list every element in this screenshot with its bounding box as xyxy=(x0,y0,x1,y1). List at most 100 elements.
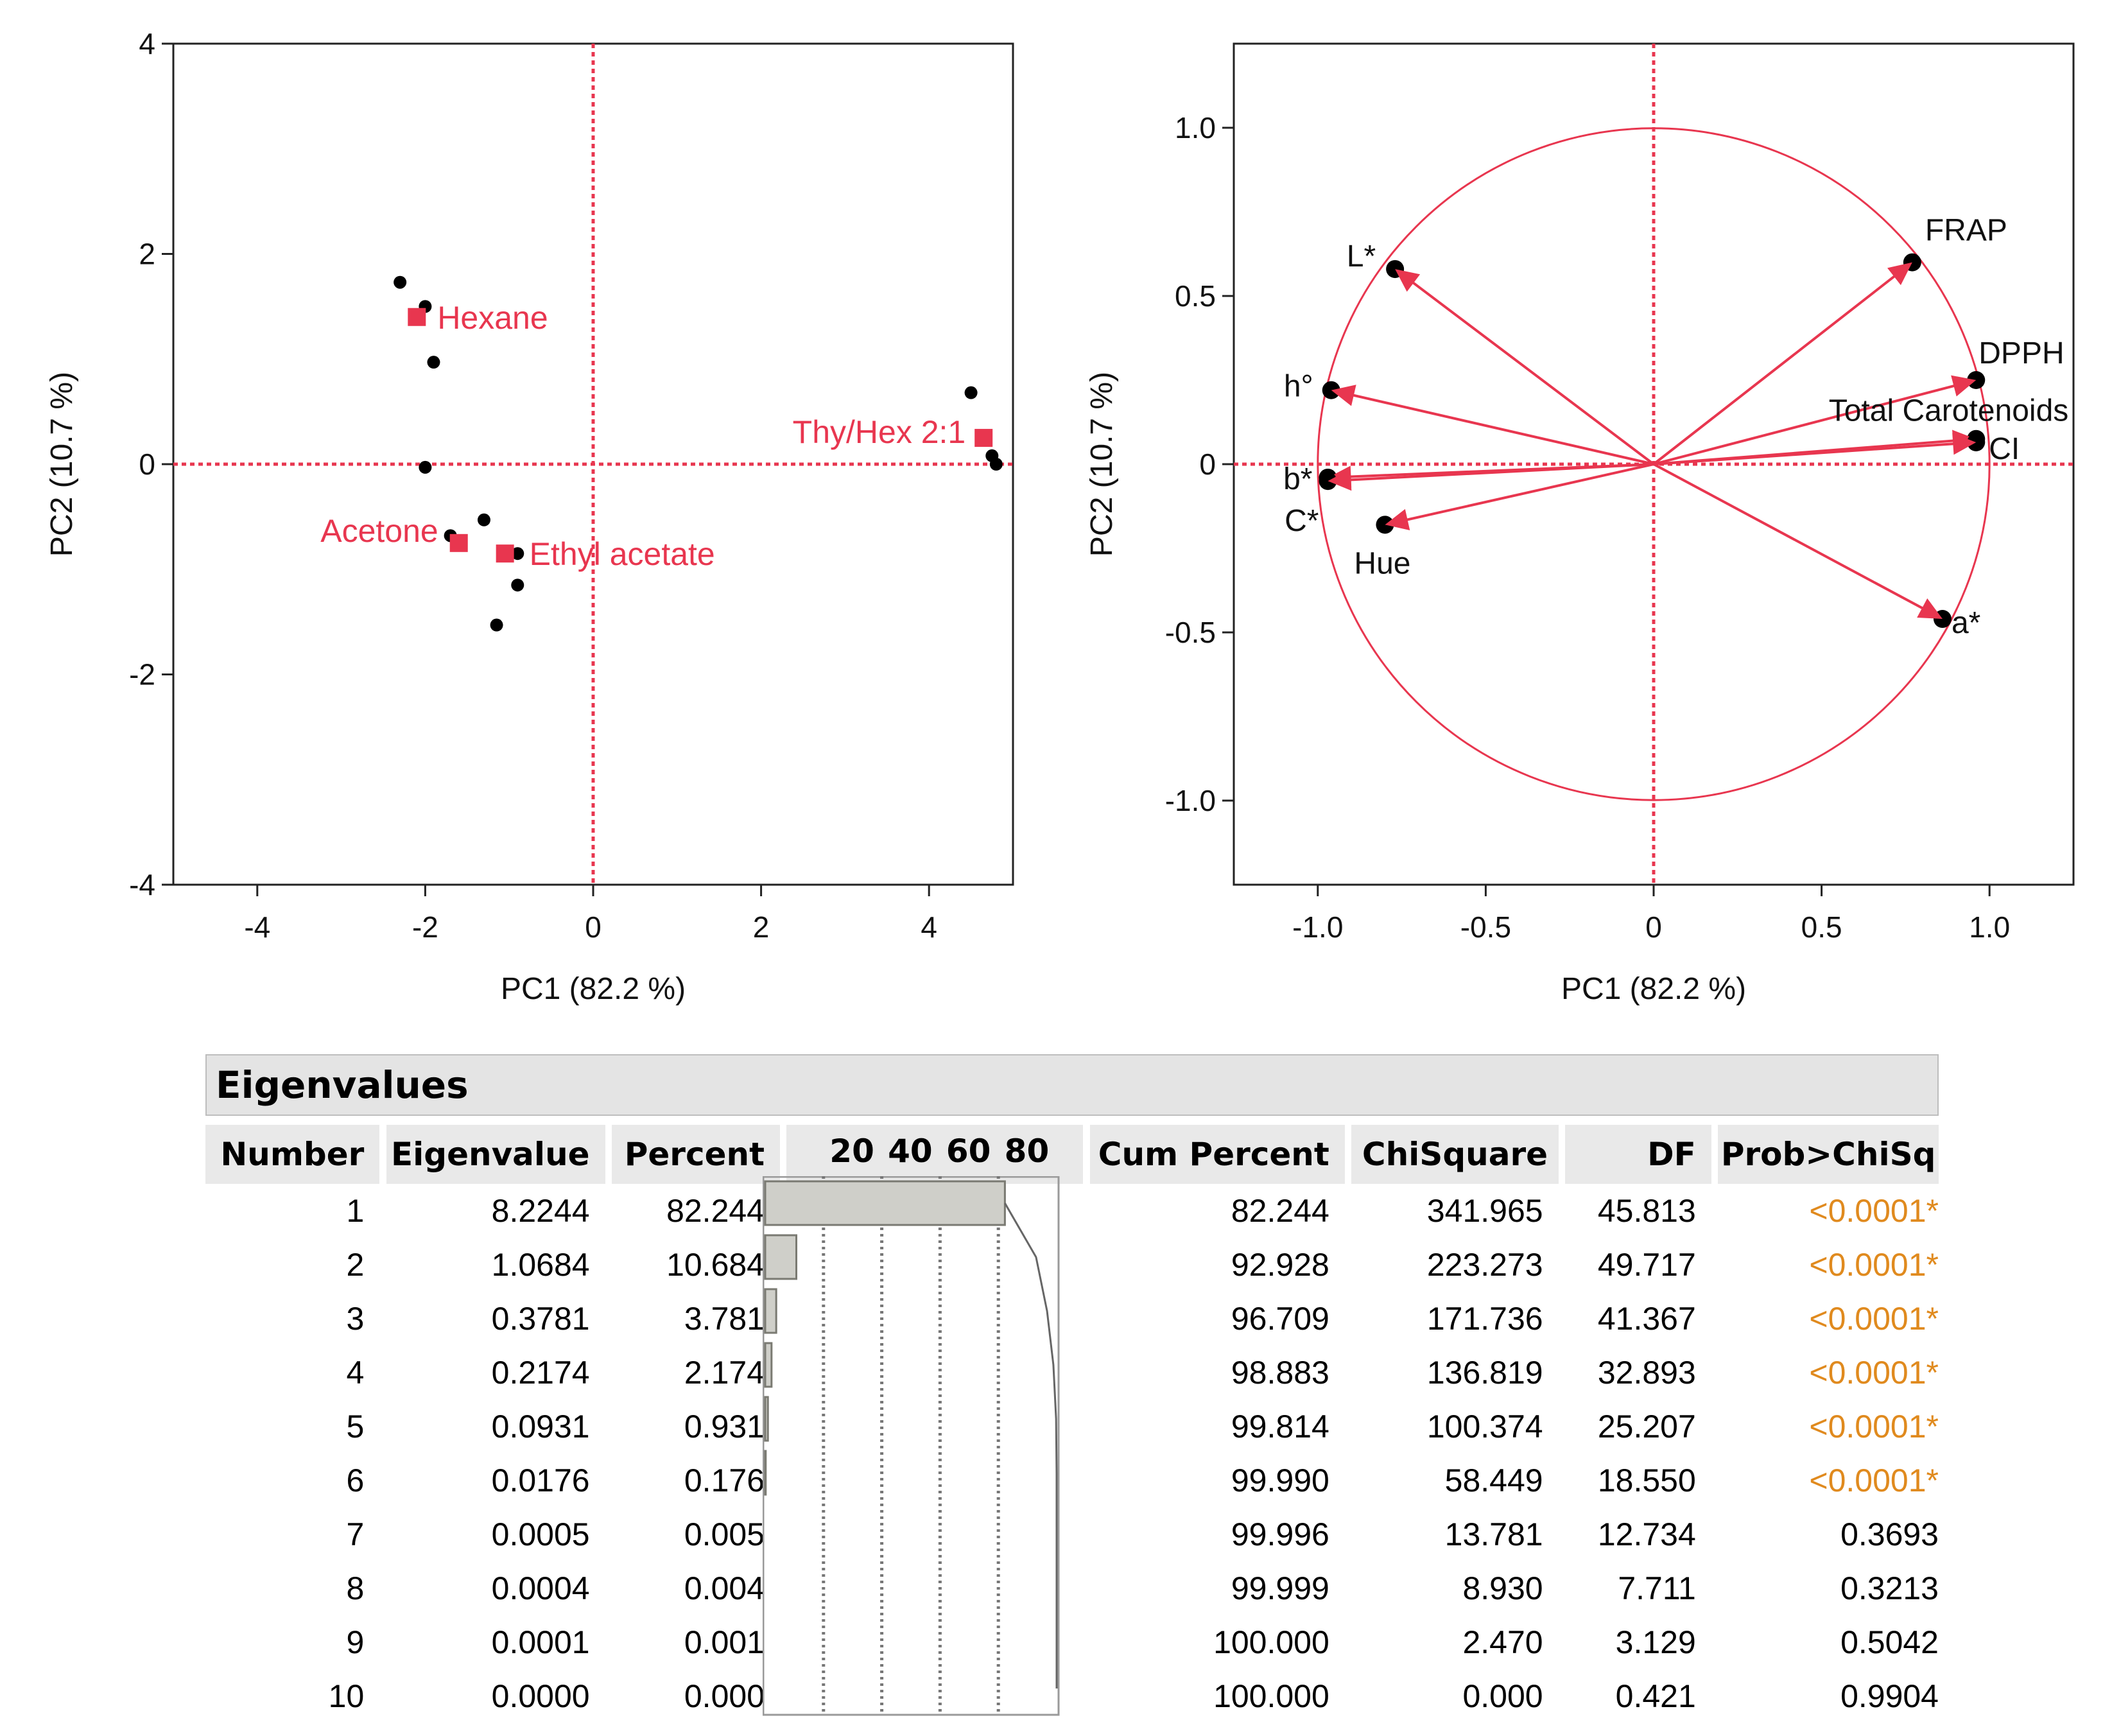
x-tick-label: 0 xyxy=(1645,910,1662,944)
col-cum-percent: Cum Percent xyxy=(1089,1125,1345,1184)
eigenvalues-title[interactable]: Eigenvalues xyxy=(205,1054,1939,1116)
y-tick-label: -2 xyxy=(129,658,155,691)
cell-cum-percent: 100.000 xyxy=(1213,1624,1329,1660)
group-label: Thy/Hex 2:1 xyxy=(793,414,966,450)
cell-cum-percent: 92.928 xyxy=(1231,1247,1329,1283)
score-point xyxy=(511,547,524,560)
cell-number: 4 xyxy=(346,1355,365,1391)
loading-plot: -1.0 -0.5 0 0.5 1.0 1.0 0.5 0 -0.5 -1.0 PC1 (82.2 … xyxy=(1085,42,2075,1006)
x-tick-label: -2 xyxy=(412,910,438,944)
cell-cum-percent: 98.883 xyxy=(1231,1355,1329,1391)
col-df: DF xyxy=(1565,1125,1711,1184)
y-axis-label: PC2 (10.7 %) xyxy=(45,372,79,557)
loading-label: a* xyxy=(1952,606,1980,640)
cell-cum-percent: 100.000 xyxy=(1213,1678,1329,1714)
cell-percent: 0.000 xyxy=(684,1678,765,1714)
cell-number: 7 xyxy=(346,1516,365,1552)
table-row: 2 1.0684 10.684 92.928 223.273 49.717 <0.0001* xyxy=(205,1238,1939,1292)
group-centroid-marker xyxy=(408,308,426,326)
cumulative-percent-curve xyxy=(1004,1202,1058,1688)
score-point xyxy=(490,618,503,632)
score-point xyxy=(427,356,440,369)
cell-prob: <0.0001* xyxy=(1809,1247,1939,1283)
table-row: 3 0.3781 3.781 96.709 171.736 41.367 <0.0001* xyxy=(205,1292,1939,1346)
score-point xyxy=(511,578,524,592)
loading-vector xyxy=(1331,388,1654,465)
loading-label: Hue xyxy=(1354,546,1410,580)
cell-percent: 3.781 xyxy=(684,1301,765,1337)
loading-label: b* xyxy=(1283,462,1312,496)
cell-percent: 0.001 xyxy=(684,1624,765,1660)
col-chisquare: ChiSquare xyxy=(1351,1125,1559,1184)
cell-number: 5 xyxy=(346,1409,365,1445)
cell-chisquare: 2.470 xyxy=(1462,1624,1543,1660)
arrow-head xyxy=(1951,375,1977,397)
loading-vector xyxy=(1328,463,1654,483)
bar-axis-tick: 60 xyxy=(946,1133,991,1170)
eigenvalues-panel: Eigenvalues Number Eigenvalue Percent 20… xyxy=(205,1054,1939,1723)
cell-percent: 0.005 xyxy=(684,1516,765,1552)
group-centroid-marker xyxy=(496,544,514,563)
col-bar-axis: 20 40 60 80 xyxy=(786,1125,1084,1184)
y-tick-label: -0.5 xyxy=(1165,616,1216,649)
cell-df: 25.207 xyxy=(1597,1409,1696,1445)
cell-number: 1 xyxy=(346,1193,365,1229)
cell-df: 12.734 xyxy=(1597,1516,1696,1552)
cell-cum-percent: 82.244 xyxy=(1231,1193,1329,1229)
cell-prob: <0.0001* xyxy=(1809,1463,1939,1498)
cell-cum-percent: 99.990 xyxy=(1231,1463,1329,1498)
cell-number: 10 xyxy=(328,1678,365,1714)
arrow-head xyxy=(1887,262,1912,286)
arrow-head xyxy=(1328,469,1352,491)
cell-number: 3 xyxy=(346,1301,365,1337)
cell-chisquare: 8.930 xyxy=(1462,1570,1543,1606)
group-label: Acetone xyxy=(320,513,438,549)
x-axis-label: PC1 (82.2 %) xyxy=(501,972,686,1006)
cell-eigenvalue: 0.0005 xyxy=(491,1516,590,1552)
score-point xyxy=(477,513,490,526)
cell-df: 32.893 xyxy=(1597,1355,1696,1391)
table-row: 9 0.0001 0.001 100.000 2.470 3.129 0.5042 xyxy=(205,1615,1939,1669)
cell-percent: 0.931 xyxy=(684,1409,765,1445)
table-row: 1 8.2244 82.244 82.244 341.965 45.813 <0.0001* xyxy=(205,1184,1939,1238)
cell-chisquare: 136.819 xyxy=(1426,1355,1543,1391)
arrow-head xyxy=(1385,508,1410,530)
cell-chisquare: 0.000 xyxy=(1462,1678,1543,1714)
cell-number: 2 xyxy=(346,1247,365,1283)
cell-percent: 10.684 xyxy=(666,1247,765,1283)
cell-df: 7.711 xyxy=(1618,1570,1696,1606)
percent-bar xyxy=(764,1180,1006,1226)
bar-axis-tick: 40 xyxy=(888,1133,933,1170)
y-axis-label: PC2 (10.7 %) xyxy=(1085,372,1119,557)
x-tick-label: -4 xyxy=(244,910,270,944)
bar-axis-tick: 80 xyxy=(1004,1133,1050,1170)
table-row: 7 0.0005 0.005 99.996 13.781 12.734 0.3693 xyxy=(205,1507,1939,1561)
col-number: Number xyxy=(205,1125,380,1184)
percent-bar-chart xyxy=(763,1176,1060,1716)
cell-eigenvalue: 0.0001 xyxy=(491,1624,590,1660)
percent-bar xyxy=(764,1288,777,1334)
cell-eigenvalue: 8.2244 xyxy=(491,1193,590,1229)
cell-percent: 0.176 xyxy=(684,1463,765,1498)
cell-cum-percent: 99.996 xyxy=(1231,1516,1329,1552)
arrow-head xyxy=(1331,385,1356,406)
score-point xyxy=(419,460,432,474)
score-point xyxy=(964,386,978,399)
percent-bar xyxy=(764,1450,767,1496)
cell-chisquare: 58.449 xyxy=(1444,1463,1543,1498)
cell-df: 45.813 xyxy=(1597,1193,1696,1229)
cell-eigenvalue: 0.0000 xyxy=(491,1678,590,1714)
table-row: 8 0.0004 0.004 99.999 8.930 7.711 0.3213 xyxy=(205,1561,1939,1615)
table-row: 5 0.0931 0.931 99.814 100.374 25.207 <0.0001* xyxy=(205,1400,1939,1454)
loading-label: h° xyxy=(1284,370,1313,404)
unit-circle xyxy=(1317,127,1991,801)
cell-eigenvalue: 0.0176 xyxy=(491,1463,590,1498)
cell-df: 49.717 xyxy=(1597,1247,1696,1283)
y-tick-label: 0 xyxy=(139,447,155,481)
col-eigenvalue: Eigenvalue xyxy=(386,1125,605,1184)
loading-label: FRAP xyxy=(1925,214,2007,248)
percent-bar xyxy=(764,1396,769,1442)
y-tick-label: -1.0 xyxy=(1165,784,1216,817)
bar-axis-tick: 20 xyxy=(829,1133,874,1170)
cell-eigenvalue: 1.0684 xyxy=(491,1247,590,1283)
